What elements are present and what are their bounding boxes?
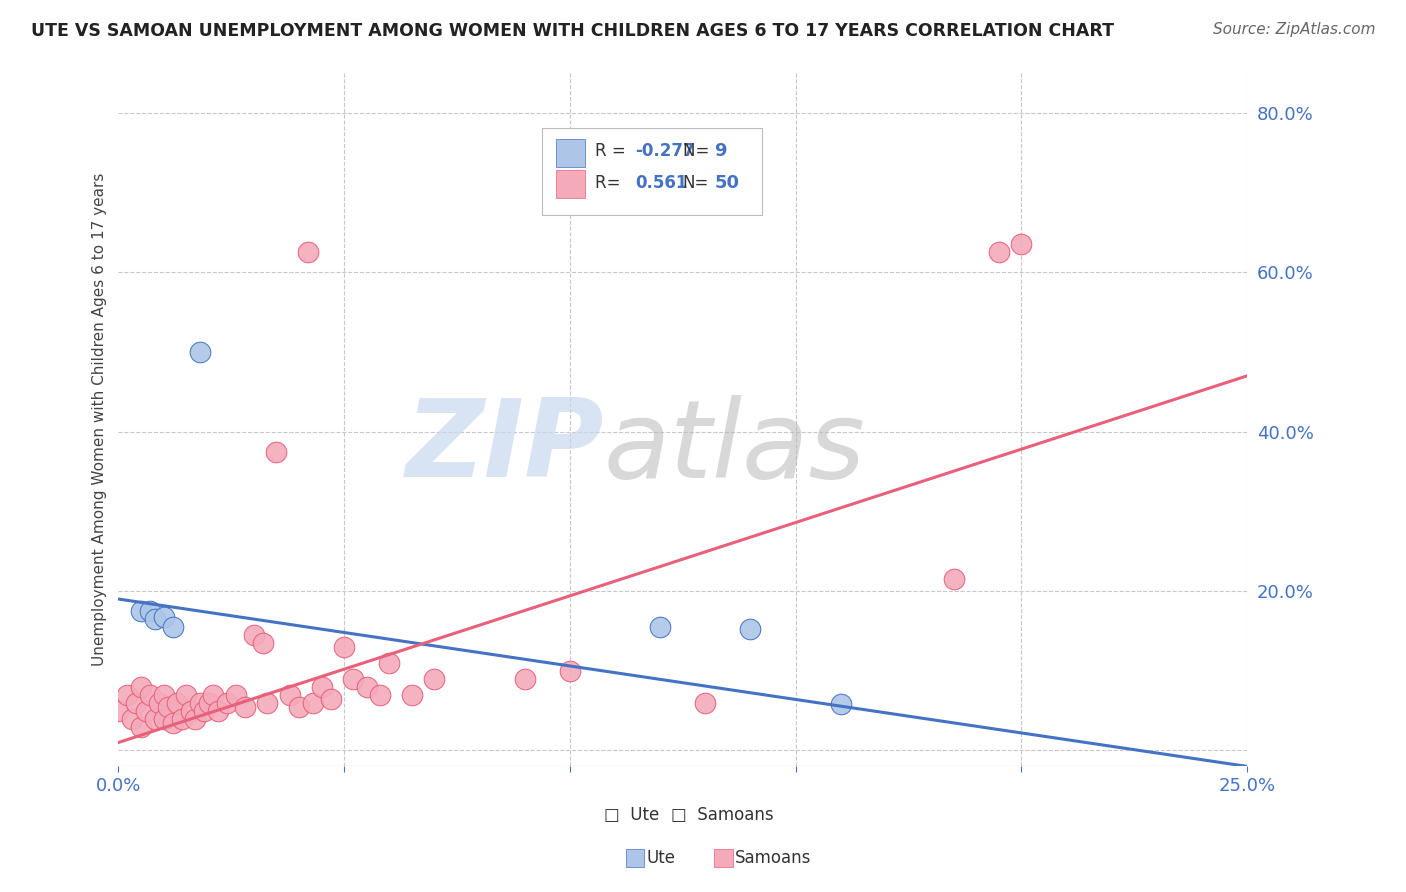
Text: □  Ute: □ Ute: [605, 806, 659, 824]
Text: 0.561: 0.561: [636, 174, 688, 192]
Text: Samoans: Samoans: [735, 849, 811, 867]
Point: [301, 696, 323, 710]
Text: □  Samoans: □ Samoans: [671, 806, 773, 824]
Text: 50: 50: [714, 174, 740, 192]
Point: [193, 704, 215, 718]
Point: [225, 688, 247, 702]
FancyBboxPatch shape: [541, 128, 762, 215]
Point: [233, 699, 256, 714]
Point: [256, 696, 278, 710]
Point: [650, 620, 672, 634]
Point: [243, 628, 266, 642]
Point: [121, 712, 143, 726]
Point: [401, 688, 423, 702]
Y-axis label: Unemployment Among Women with Children Ages 6 to 17 years: Unemployment Among Women with Children A…: [93, 173, 107, 666]
Point: [157, 699, 180, 714]
Text: UTE VS SAMOAN UNEMPLOYMENT AMONG WOMEN WITH CHILDREN AGES 6 TO 17 YEARS CORRELAT: UTE VS SAMOAN UNEMPLOYMENT AMONG WOMEN W…: [31, 22, 1114, 40]
Point: [311, 680, 333, 694]
Point: [129, 680, 152, 694]
Text: atlas: atlas: [603, 395, 866, 500]
Point: [378, 656, 401, 670]
Point: [188, 345, 211, 359]
Point: [830, 697, 852, 711]
Point: [143, 612, 166, 626]
Point: [135, 704, 157, 718]
Point: [202, 688, 225, 702]
Point: [207, 704, 229, 718]
Text: Ute: Ute: [647, 849, 676, 867]
FancyBboxPatch shape: [557, 170, 585, 198]
Point: [740, 623, 762, 637]
Point: [143, 712, 166, 726]
Point: [148, 696, 170, 710]
Point: [180, 704, 202, 718]
Point: [197, 696, 219, 710]
Text: ZIP: ZIP: [405, 394, 603, 500]
Point: [513, 672, 536, 686]
Point: [342, 672, 364, 686]
Point: [252, 636, 274, 650]
Point: [215, 696, 238, 710]
Point: [319, 691, 342, 706]
Text: R =: R =: [595, 143, 631, 161]
Point: [184, 712, 207, 726]
Point: [188, 696, 211, 710]
Point: [368, 688, 391, 702]
Point: [129, 720, 152, 734]
Point: [139, 604, 162, 618]
Point: [166, 696, 188, 710]
Point: [125, 696, 148, 710]
Point: [162, 620, 184, 634]
Text: R=: R=: [595, 174, 631, 192]
Text: Source: ZipAtlas.com: Source: ZipAtlas.com: [1212, 22, 1375, 37]
Text: N=: N=: [683, 143, 714, 161]
Point: [942, 572, 965, 586]
Point: [558, 664, 581, 678]
Point: [152, 688, 174, 702]
Point: [987, 245, 1010, 260]
Point: [107, 704, 129, 718]
Point: [1010, 237, 1032, 252]
Point: [356, 680, 378, 694]
Text: 9: 9: [714, 143, 727, 161]
Point: [152, 712, 174, 726]
Point: [129, 604, 152, 618]
Point: [117, 688, 139, 702]
Text: -0.277: -0.277: [636, 143, 695, 161]
Point: [152, 609, 174, 624]
Point: [333, 640, 356, 654]
Point: [266, 444, 288, 458]
Point: [170, 712, 193, 726]
Point: [288, 699, 311, 714]
Point: [139, 688, 162, 702]
Point: [297, 245, 319, 260]
FancyBboxPatch shape: [557, 139, 585, 167]
Point: [162, 715, 184, 730]
Point: [695, 696, 717, 710]
Point: [423, 672, 446, 686]
Text: N=: N=: [683, 174, 709, 192]
Point: [278, 688, 301, 702]
Point: [174, 688, 197, 702]
